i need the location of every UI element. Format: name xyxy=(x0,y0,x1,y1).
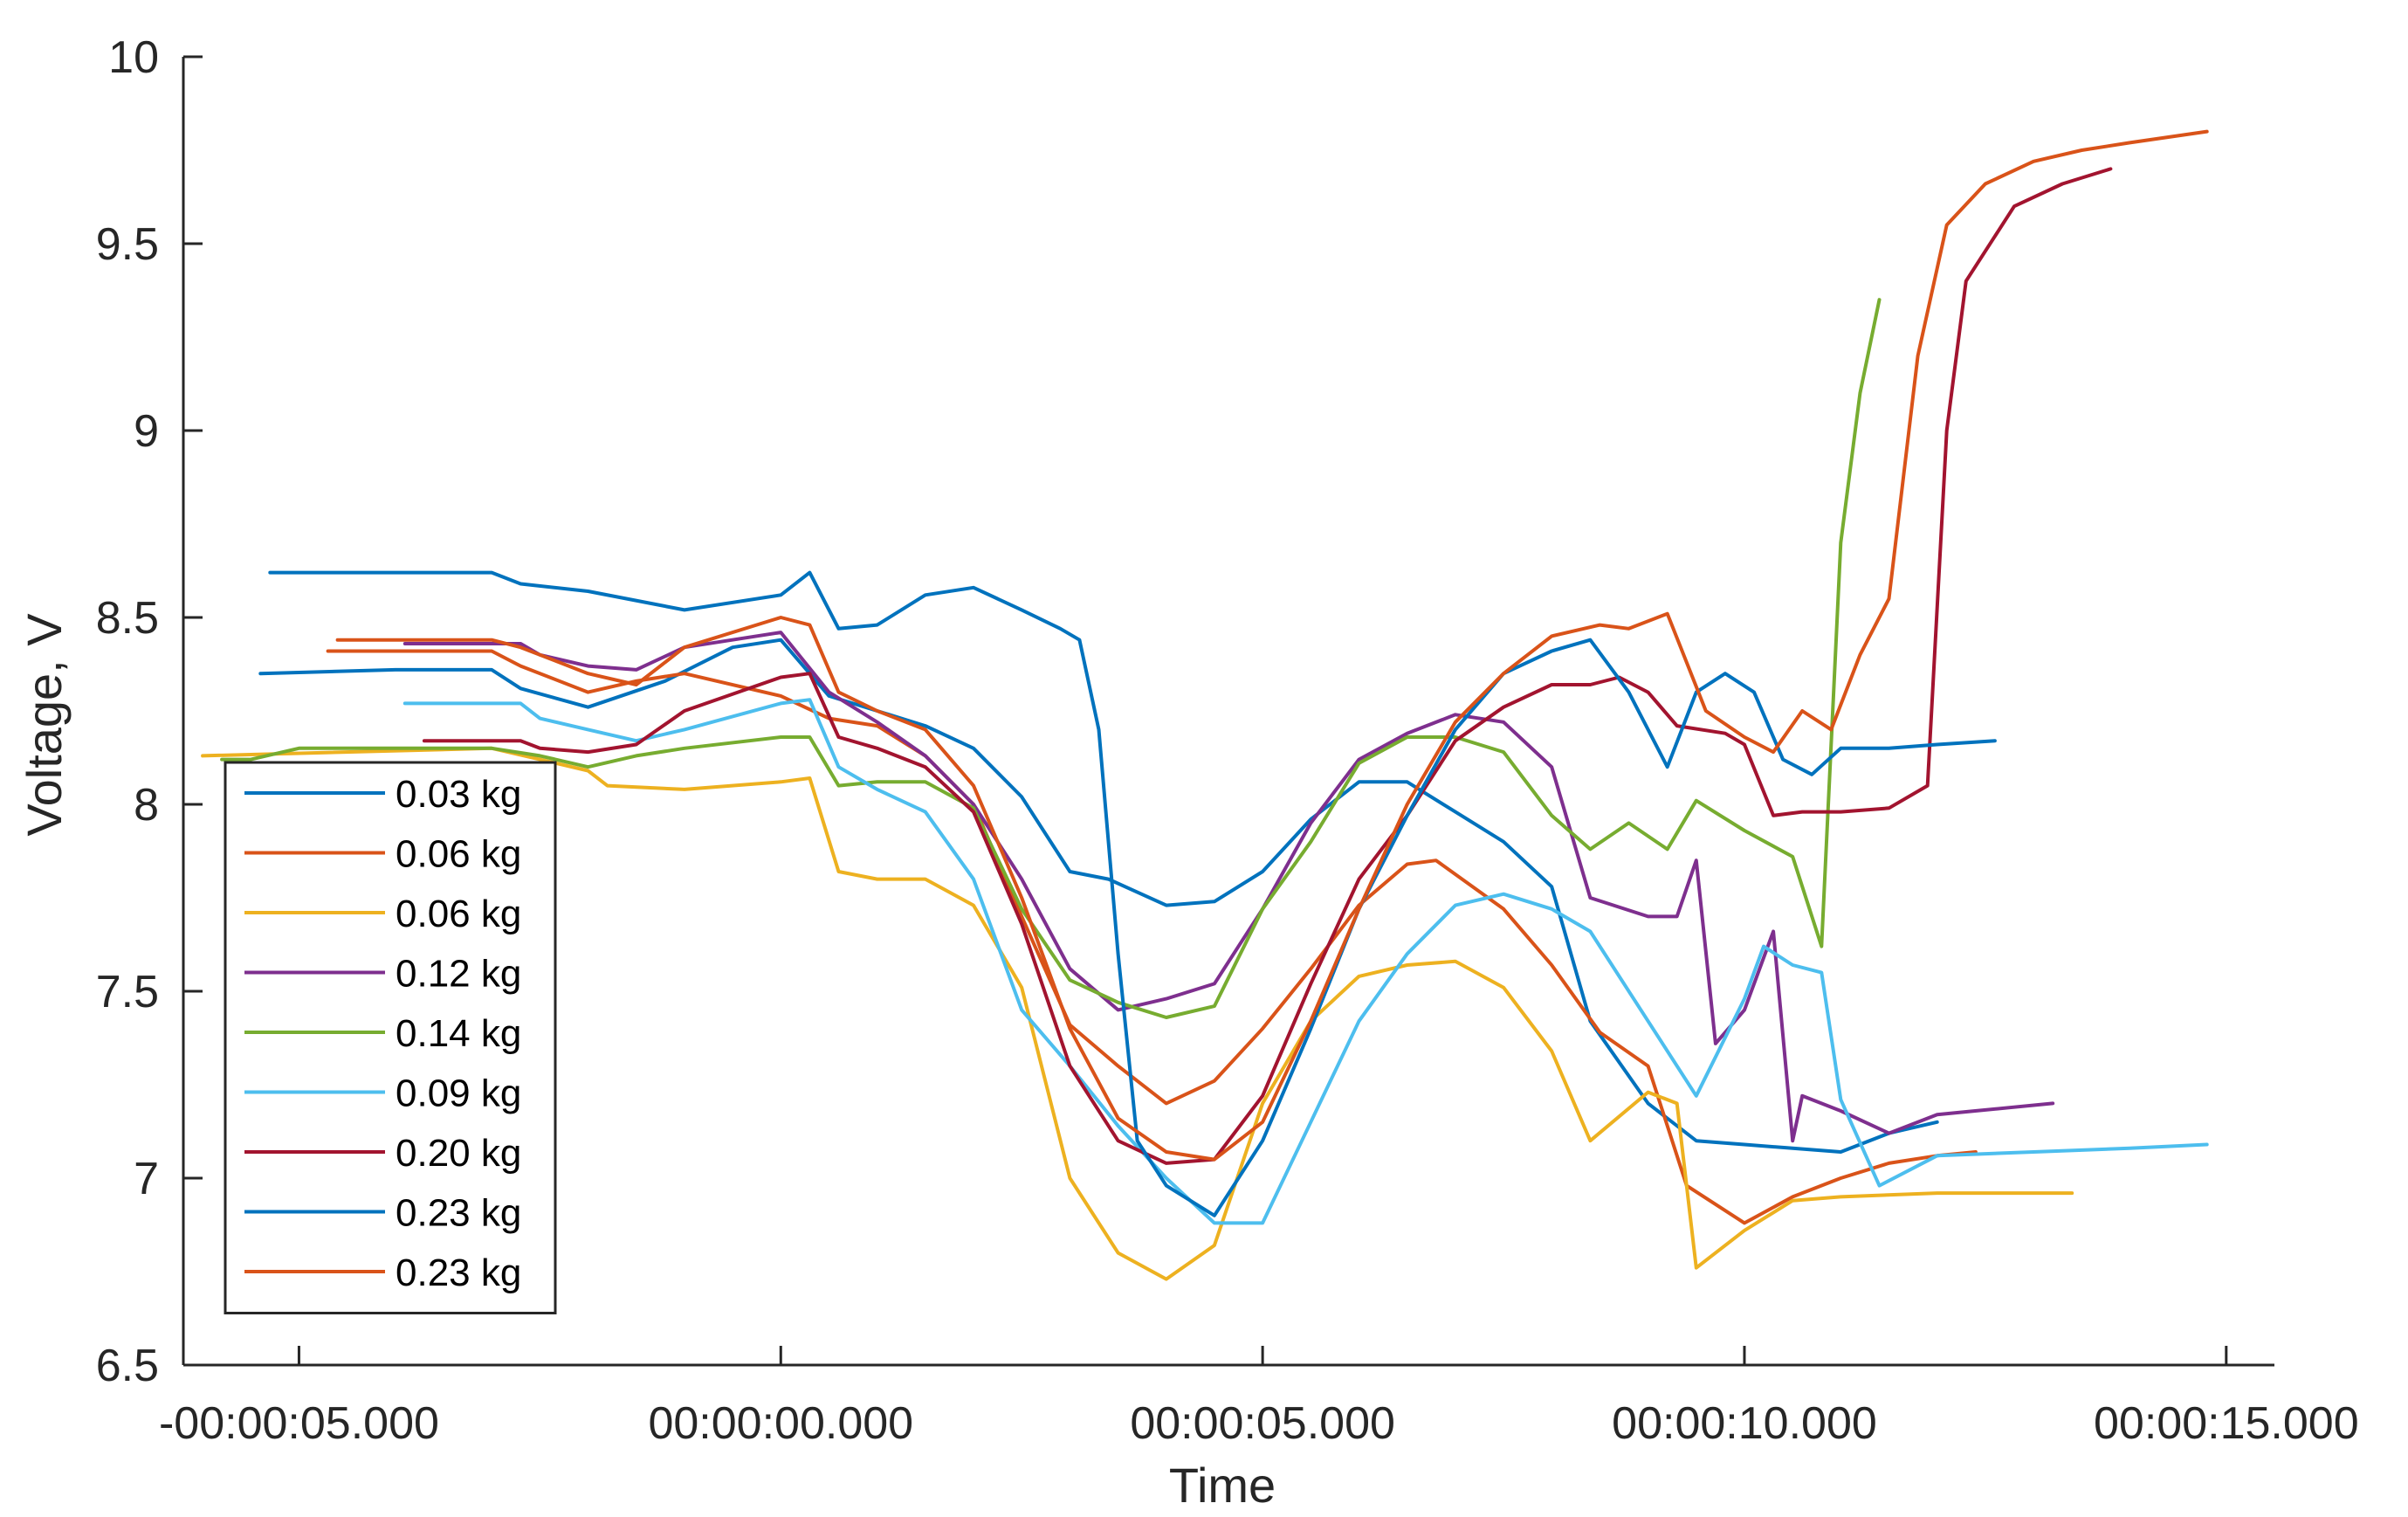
series-line-5 xyxy=(402,698,2209,1225)
legend: 0.03 kg 0.06 kg 0.06 kg 0.12 kg 0.14 kg 0.09 … xyxy=(224,761,557,1314)
legend-label: 0.14 kg xyxy=(396,1012,521,1055)
series-layer xyxy=(201,129,2209,1281)
series-line-2 xyxy=(201,746,2074,1281)
y-tick-label: 9.5 xyxy=(96,219,159,270)
x-tick-label: -00:00:05.000 xyxy=(159,1398,439,1449)
x-tick-label: 00:00:05.000 xyxy=(1130,1398,1395,1449)
x-axis-label: Time xyxy=(1169,1458,1276,1513)
y-tick-label: 9 xyxy=(134,406,159,457)
y-tick-label: 10 xyxy=(108,32,159,83)
y-tick-label: 7 xyxy=(134,1154,159,1204)
x-tick-label: 00:00:00.000 xyxy=(648,1398,913,1449)
x-axis: -00:00:05.000 00:00:00.000 00:00:05.000 00:… xyxy=(159,1346,2359,1449)
y-tick-label: 6.5 xyxy=(96,1341,159,1391)
series-line-4 xyxy=(220,298,1882,1019)
series-line-7 xyxy=(268,570,1997,1217)
y-tick-label: 7.5 xyxy=(96,967,159,1017)
legend-label: 0.06 kg xyxy=(396,833,521,876)
legend-label: 0.20 kg xyxy=(396,1132,521,1175)
legend-label: 0.23 kg xyxy=(396,1252,521,1294)
y-tick-label: 8 xyxy=(134,780,159,831)
y-axis: 6.5 7 7.5 8 8.5 9 9.5 10 xyxy=(96,32,203,1391)
x-tick-label: 00:00:15.000 xyxy=(2094,1398,2359,1449)
series-line-6 xyxy=(422,167,2113,1165)
series-line-8 xyxy=(335,129,2209,1162)
legend-label: 0.12 kg xyxy=(396,953,521,996)
series-line-3 xyxy=(402,631,2055,1143)
series-line-1 xyxy=(326,649,1978,1225)
legend-label: 0.23 kg xyxy=(396,1192,521,1235)
x-tick-label: 00:00:10.000 xyxy=(1612,1398,1877,1449)
y-tick-label: 8.5 xyxy=(96,593,159,644)
legend-label: 0.09 kg xyxy=(396,1072,521,1115)
legend-label: 0.03 kg xyxy=(396,773,521,816)
y-axis-label: Voltage, V xyxy=(17,613,72,837)
legend-label: 0.06 kg xyxy=(396,893,521,935)
